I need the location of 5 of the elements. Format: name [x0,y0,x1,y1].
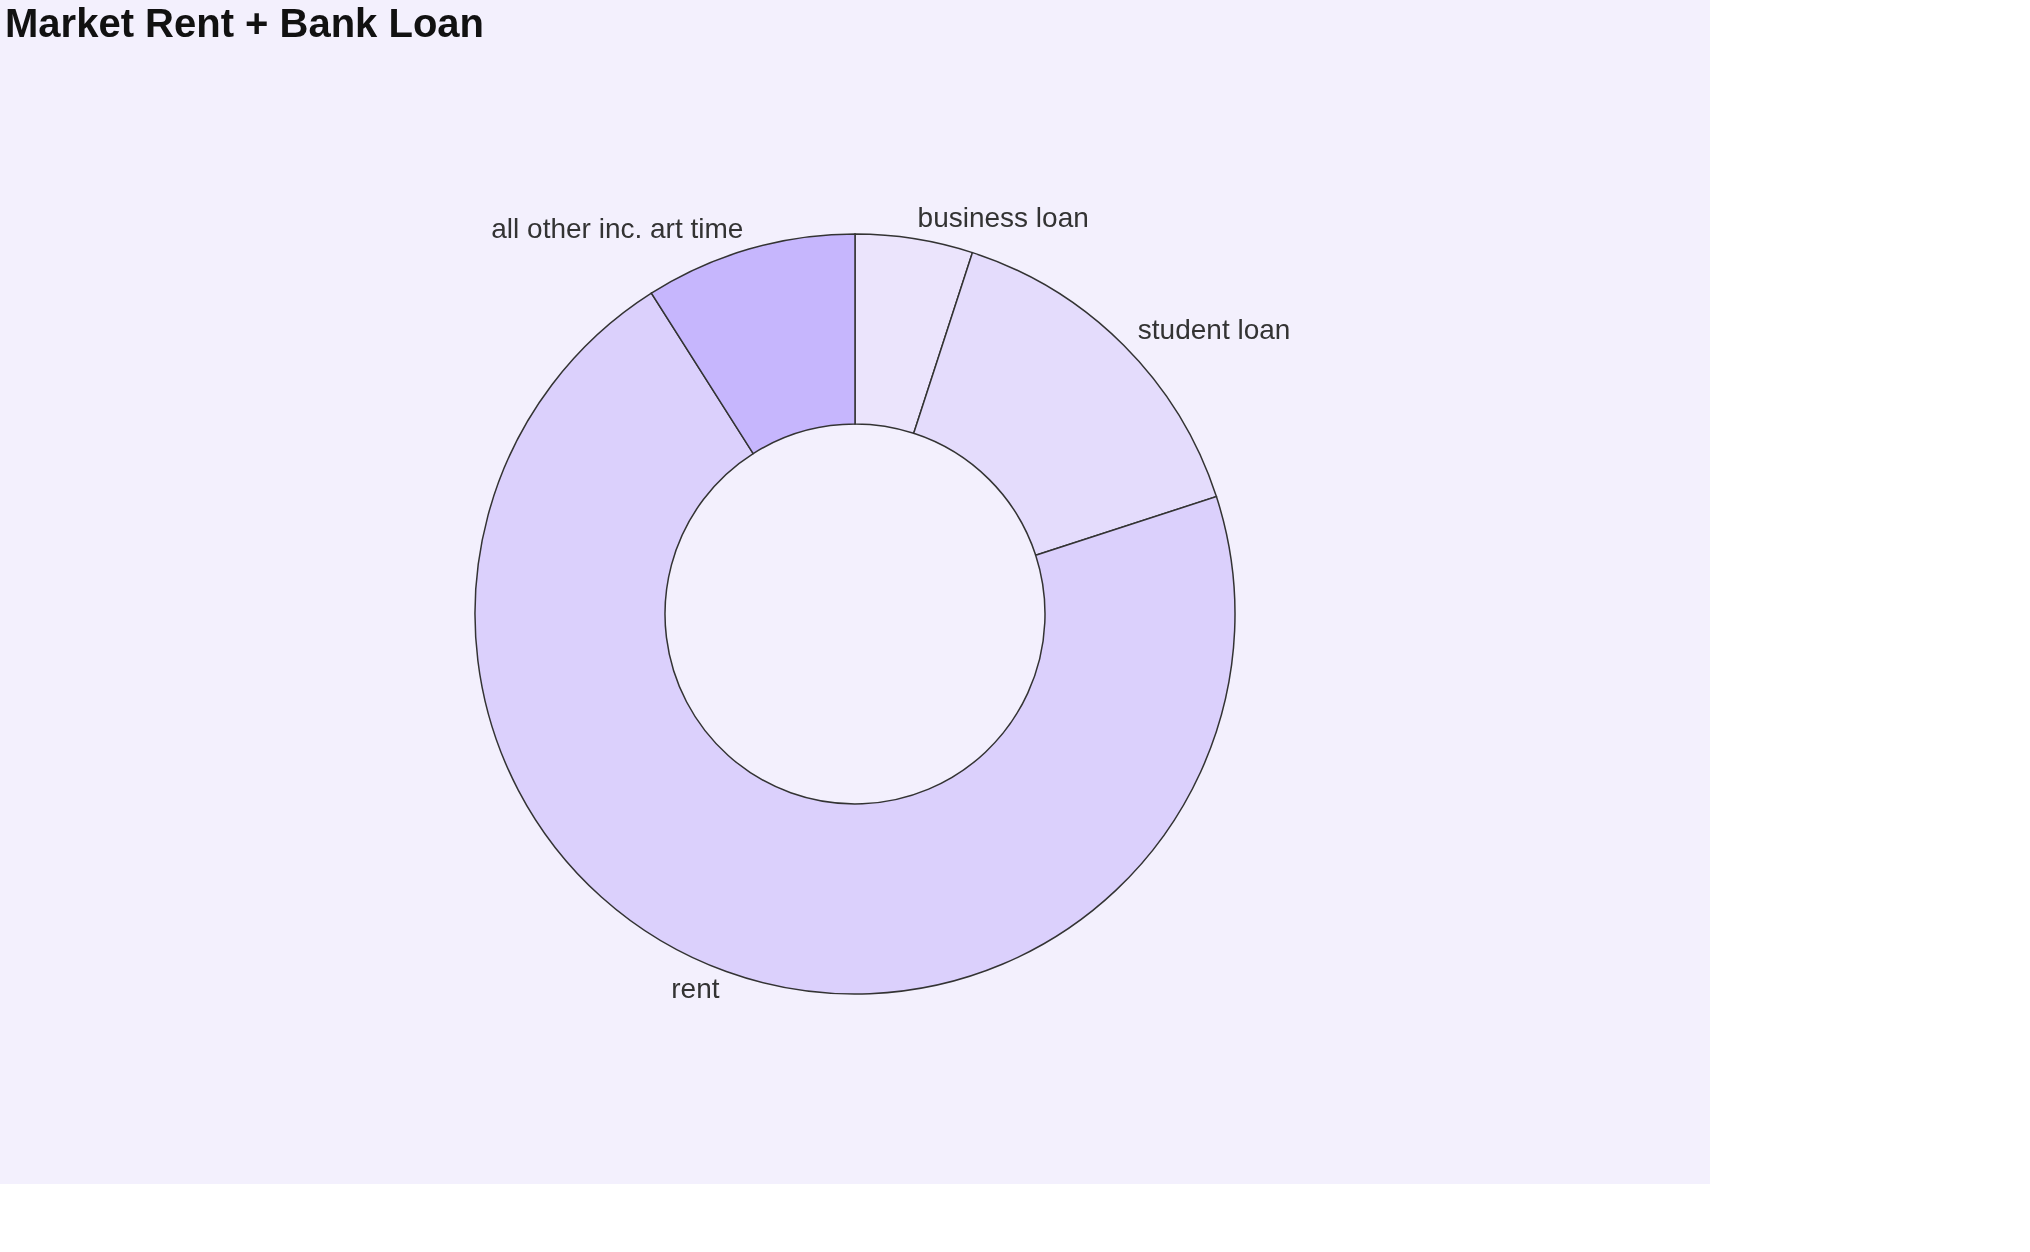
chart-title: Market Rent + Bank Loan [5,1,485,45]
slice-label: rent [671,973,720,1005]
slice-label: all other inc. art time [491,212,744,244]
slice-label: business loan [917,201,1089,233]
slice-label: student loan [1137,314,1291,346]
